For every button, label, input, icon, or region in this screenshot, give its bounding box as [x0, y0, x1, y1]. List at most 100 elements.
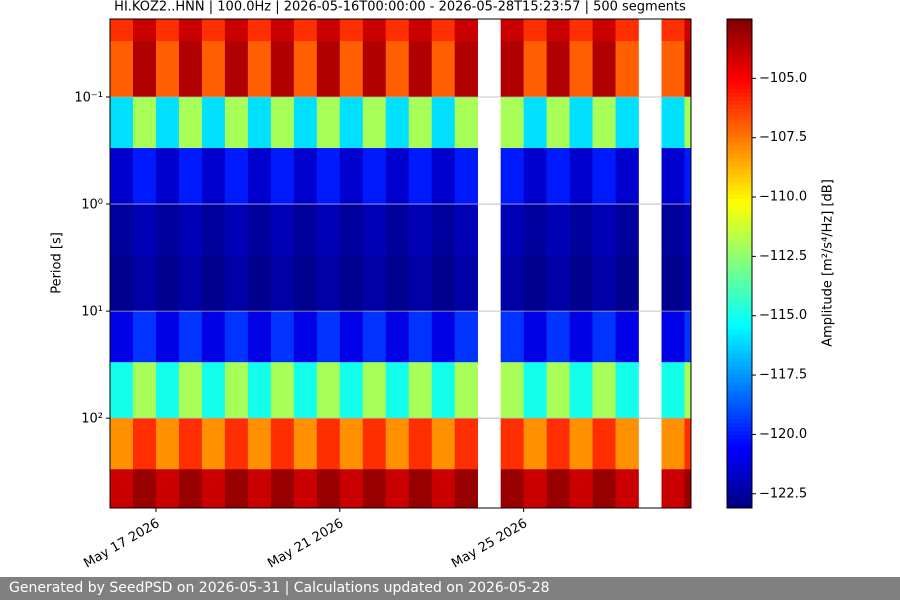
- heatmap-cell: [546, 418, 570, 470]
- heatmap-cell: [224, 40, 249, 98]
- colorbar-segment: [727, 120, 752, 126]
- heatmap-cell: [270, 148, 295, 205]
- colorbar-segment: [727, 402, 752, 407]
- colorbar-segment: [727, 92, 752, 97]
- colorbar-segment: [727, 345, 752, 350]
- heatmap-cell: [270, 255, 295, 312]
- heatmap-cell: [110, 148, 134, 205]
- x-tick-label: May 21 2026: [265, 516, 346, 571]
- colorbar-segment: [727, 459, 752, 464]
- heatmap-cell: [316, 96, 341, 149]
- colorbar-segment: [727, 475, 752, 480]
- heatmap-cell: [247, 311, 272, 363]
- heatmap-cell: [431, 362, 455, 419]
- colorbar-segment: [727, 320, 752, 326]
- heatmap-cell: [523, 362, 547, 419]
- heatmap-cell: [155, 204, 180, 256]
- heatmap-cell: [431, 40, 455, 98]
- heatmap-cell: [178, 148, 203, 205]
- colorbar-segment: [727, 157, 752, 163]
- heatmap-cell: [569, 255, 593, 312]
- heatmap-cell: [454, 311, 478, 363]
- colorbar-segment: [727, 389, 752, 395]
- heatmap-cell: [362, 362, 387, 419]
- heatmap-cell: [110, 311, 134, 363]
- heatmap-cell: [431, 255, 455, 312]
- colorbar-segment: [727, 96, 752, 101]
- colorbar-segment: [727, 499, 752, 505]
- footer: Generated by SeedPSD on 2026-05-31 | Cal…: [0, 577, 900, 600]
- heatmap-cell: [661, 148, 685, 205]
- heatmap-cell: [523, 148, 547, 205]
- heatmap-cell: [155, 362, 180, 419]
- heatmap-cell: [546, 148, 570, 205]
- heatmap-cell: [132, 148, 157, 205]
- colorbar-segment: [727, 446, 752, 452]
- heatmap-cell: [247, 148, 272, 205]
- colorbar-segment: [727, 426, 752, 432]
- colorbar-segment: [727, 63, 752, 69]
- colorbar-segment: [727, 88, 752, 93]
- colorbar-segment: [727, 190, 752, 195]
- heatmap-cell: [523, 19, 547, 42]
- heatmap-cell: [293, 96, 318, 149]
- colorbar-tick-label: −107.5: [759, 130, 807, 145]
- colorbar-segment: [727, 210, 752, 216]
- heatmap-cell: [270, 40, 295, 98]
- heatmap-cell: [293, 204, 318, 256]
- y-tick-label: 10¹: [81, 305, 103, 320]
- heatmap-cell: [500, 255, 524, 312]
- colorbar-segment: [727, 422, 752, 427]
- heatmap-cell: [132, 418, 157, 470]
- heatmap-cell: [110, 204, 134, 256]
- colorbar-segment: [727, 434, 752, 440]
- heatmap-cell: [316, 469, 341, 509]
- heatmap-cell: [431, 96, 455, 149]
- heatmap-cell: [339, 148, 364, 205]
- heatmap-cell: [661, 19, 685, 42]
- heatmap-cell: [661, 40, 685, 98]
- heatmap-cell: [110, 255, 134, 312]
- heatmap-cell: [224, 204, 249, 256]
- colorbar-segment: [727, 47, 752, 53]
- colorbar-segment: [727, 230, 752, 236]
- heatmap-cell: [270, 469, 295, 509]
- heatmap-cell: [155, 19, 180, 42]
- colorbar-segment: [727, 393, 752, 399]
- heatmap-cell: [110, 96, 134, 149]
- colorbar-segment: [727, 471, 752, 476]
- heatmap-cell: [132, 311, 157, 363]
- heatmap-cell: [408, 19, 433, 42]
- colorbar-segment: [727, 503, 752, 509]
- colorbar-tick-label: −117.5: [759, 368, 807, 383]
- heatmap-cell: [201, 204, 226, 256]
- heatmap-cell: [615, 469, 639, 509]
- colorbar-segment: [727, 308, 752, 313]
- plot-frame: [109, 18, 692, 509]
- colorbar-segment: [727, 222, 752, 228]
- heatmap-cell: [592, 418, 616, 470]
- colorbar-segment: [727, 141, 752, 146]
- heatmap-cell: [546, 204, 570, 256]
- heatmap-cell: [155, 255, 180, 312]
- heatmap-cell: [247, 469, 272, 509]
- heatmap-cell: [362, 418, 387, 470]
- colorbar-segment: [727, 487, 752, 493]
- heatmap-cell: [684, 204, 692, 256]
- colorbar-segment: [727, 479, 752, 485]
- colorbar-segment: [727, 304, 752, 309]
- heatmap-cell: [569, 19, 593, 42]
- y-axis-label: Period [s]: [50, 232, 65, 294]
- heatmap-cell: [339, 311, 364, 363]
- heatmap-cell: [110, 469, 134, 509]
- heatmap-cell: [316, 148, 341, 205]
- heatmap-cell: [661, 362, 685, 419]
- colorbar-segment: [727, 406, 752, 411]
- heatmap-cell: [155, 96, 180, 149]
- heatmap-cell: [454, 362, 478, 419]
- heatmap-cell: [339, 96, 364, 149]
- heatmap-cell: [178, 255, 203, 312]
- heatmap-cell: [546, 19, 570, 42]
- colorbar-segment: [727, 287, 752, 293]
- colorbar-tick-label: −115.0: [759, 308, 807, 323]
